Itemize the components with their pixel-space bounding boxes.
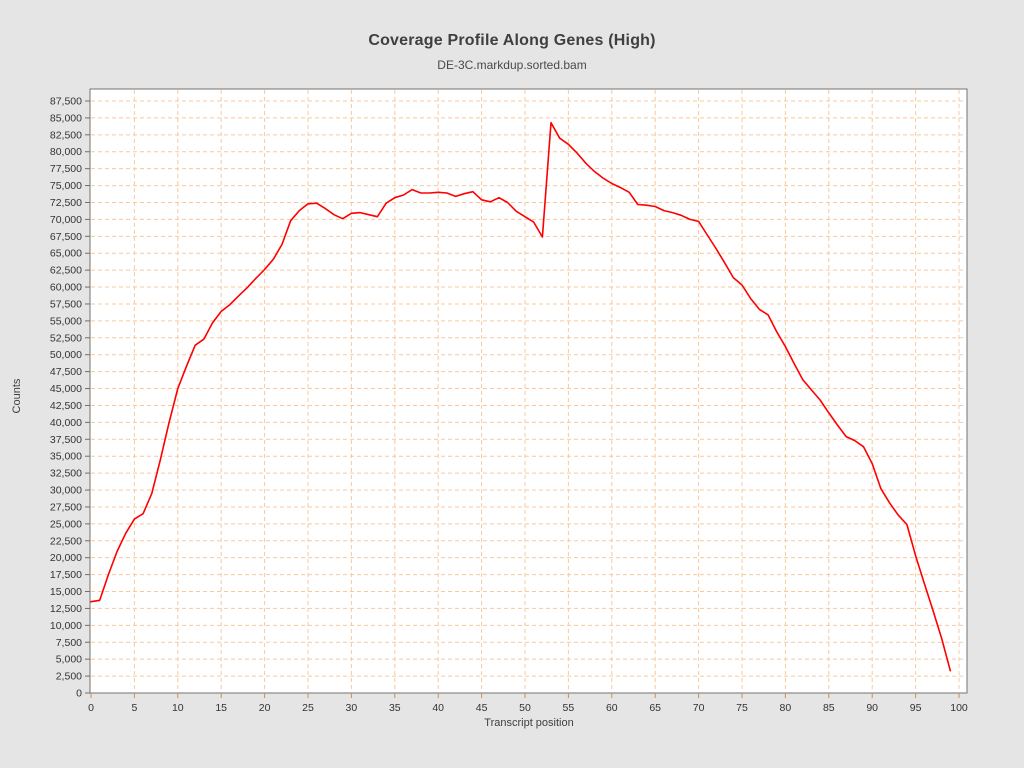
x-tick-label: 100 xyxy=(950,702,968,714)
x-tick-label: 75 xyxy=(736,702,748,714)
x-tick-label: 25 xyxy=(302,702,314,714)
chart-subtitle: DE-3C.markdup.sorted.bam xyxy=(437,58,587,72)
x-tick-label: 85 xyxy=(823,702,835,714)
y-tick-label: 52,500 xyxy=(50,332,82,344)
x-tick-label: 35 xyxy=(389,702,401,714)
y-tick-label: 0 xyxy=(76,688,82,700)
x-tick-label: 65 xyxy=(649,702,661,714)
y-tick-label: 45,000 xyxy=(50,383,82,395)
y-tick-label: 27,500 xyxy=(50,501,82,513)
x-tick-label: 0 xyxy=(88,702,94,714)
x-tick-label: 80 xyxy=(780,702,792,714)
y-tick-label: 57,500 xyxy=(50,298,82,310)
x-axis-title: Transcript position xyxy=(484,717,574,729)
y-tick-label: 12,500 xyxy=(50,603,82,615)
y-tick-label: 60,000 xyxy=(50,282,82,294)
plot-border xyxy=(89,88,968,694)
x-tick-label: 90 xyxy=(866,702,878,714)
y-tick-label: 32,500 xyxy=(50,468,82,480)
y-tick-label: 55,000 xyxy=(50,315,82,327)
y-tick-label: 30,000 xyxy=(50,485,82,497)
y-tick-label: 5,000 xyxy=(56,654,82,666)
x-tick-label: 55 xyxy=(563,702,575,714)
y-tick-label: 20,000 xyxy=(50,552,82,564)
y-tick-label: 10,000 xyxy=(50,620,82,632)
y-tick-label: 85,000 xyxy=(50,112,82,124)
y-tick-label: 35,000 xyxy=(50,451,82,463)
x-tick-label: 30 xyxy=(346,702,358,714)
y-tick-label: 87,500 xyxy=(50,96,82,108)
x-tick-label: 50 xyxy=(519,702,531,714)
y-tick-label: 25,000 xyxy=(50,518,82,530)
y-tick-label: 7,500 xyxy=(56,637,82,649)
x-tick-label: 5 xyxy=(131,702,137,714)
y-tick-label: 17,500 xyxy=(50,569,82,581)
y-tick-label: 42,500 xyxy=(50,400,82,412)
y-tick-label: 47,500 xyxy=(50,366,82,378)
y-tick-label: 37,500 xyxy=(50,434,82,446)
y-tick-label: 22,500 xyxy=(50,535,82,547)
y-tick-label: 75,000 xyxy=(50,180,82,192)
coverage-line xyxy=(90,121,952,672)
x-tick-label: 60 xyxy=(606,702,618,714)
y-tick-label: 67,500 xyxy=(50,231,82,243)
plot-area xyxy=(90,89,967,693)
x-tick-label: 15 xyxy=(215,702,227,714)
x-tick-label: 40 xyxy=(432,702,444,714)
x-tick-label: 20 xyxy=(259,702,271,714)
x-tick-label: 95 xyxy=(910,702,922,714)
y-tick-label: 65,000 xyxy=(50,248,82,260)
chart-title: Coverage Profile Along Genes (High) xyxy=(368,32,656,49)
x-tick-label: 45 xyxy=(476,702,488,714)
y-tick-label: 15,000 xyxy=(50,586,82,598)
y-tick-label: 80,000 xyxy=(50,146,82,158)
y-tick-label: 50,000 xyxy=(50,349,82,361)
y-tick-label: 77,500 xyxy=(50,163,82,175)
y-tick-label: 62,500 xyxy=(50,265,82,277)
y-tick-label: 70,000 xyxy=(50,214,82,226)
x-tick-label: 70 xyxy=(693,702,705,714)
y-tick-label: 72,500 xyxy=(50,197,82,209)
y-tick-label: 2,500 xyxy=(56,671,82,683)
y-tick-label: 40,000 xyxy=(50,417,82,429)
y-tick-label: 82,500 xyxy=(50,129,82,141)
x-tick-label: 10 xyxy=(172,702,184,714)
